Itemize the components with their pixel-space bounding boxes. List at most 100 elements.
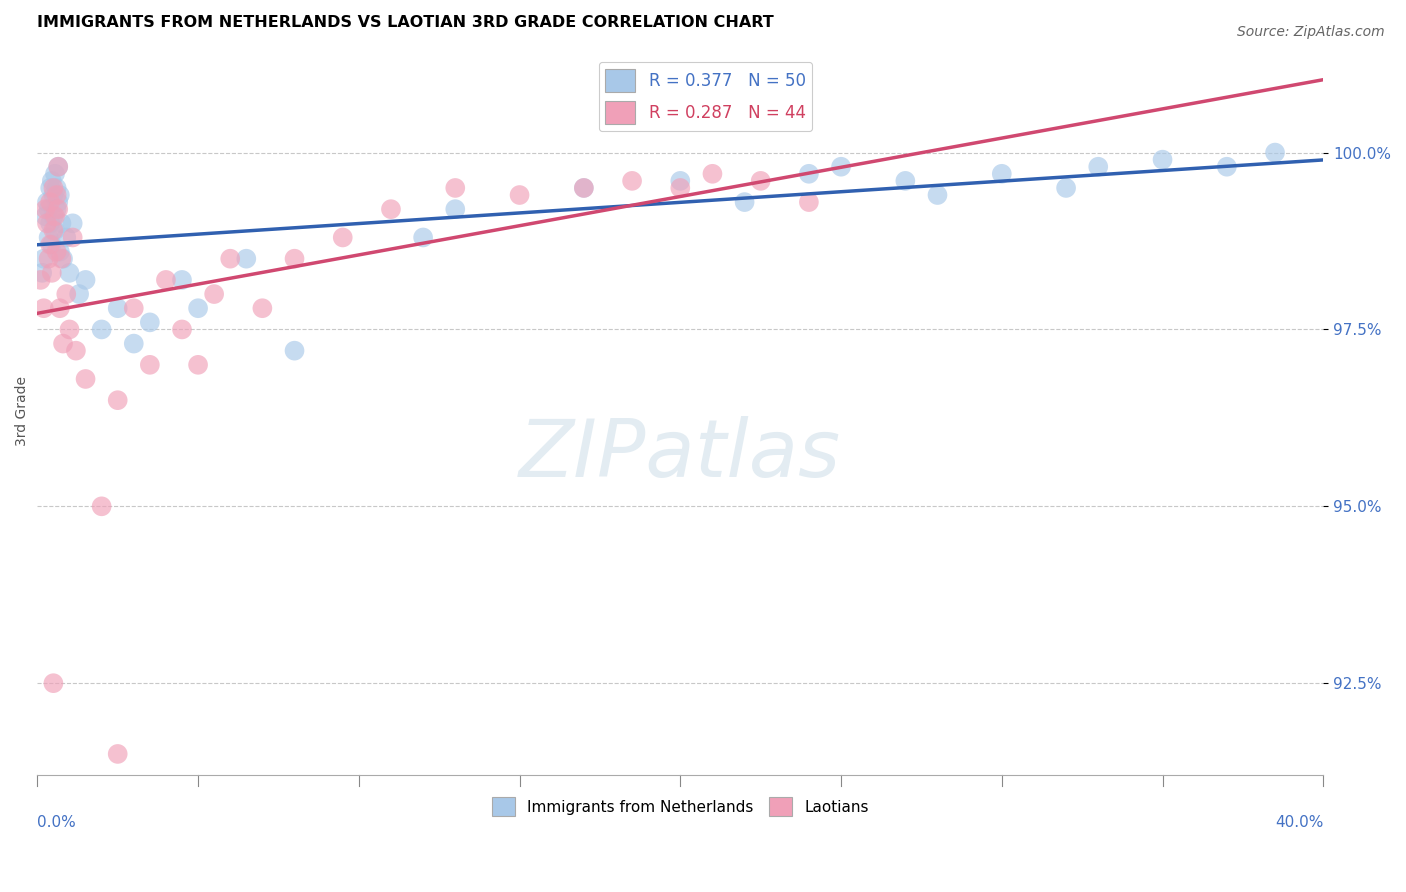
Text: 0.0%: 0.0% (38, 815, 76, 830)
Point (51, 252, 73, 266)
Point (52, 336, 75, 351)
Point (332, 230, 354, 244)
Point (621, 174, 644, 188)
Point (669, 181, 692, 195)
Point (41, 237, 63, 252)
Point (107, 393, 129, 408)
Text: 40.0%: 40.0% (1275, 815, 1323, 830)
Point (202, 287, 225, 301)
Point (46, 160, 69, 174)
Point (830, 160, 852, 174)
Point (65, 343, 87, 358)
Point (380, 202, 402, 216)
Point (35, 195, 58, 210)
Point (31, 266, 53, 280)
Point (46, 202, 69, 216)
Point (38, 202, 60, 216)
Point (283, 252, 305, 266)
Point (42, 188, 65, 202)
Point (187, 358, 209, 372)
Point (38, 230, 60, 244)
Text: ZIPatlas: ZIPatlas (519, 416, 841, 493)
Point (58, 266, 80, 280)
Point (41, 174, 63, 188)
Point (30, 273, 52, 287)
Point (62, 230, 84, 244)
Point (155, 273, 177, 287)
Point (90, 322, 112, 336)
Point (797, 195, 820, 210)
Point (35, 216, 58, 230)
Point (122, 301, 145, 316)
Point (1264, 145, 1286, 160)
Point (1054, 181, 1077, 195)
Point (49, 301, 72, 316)
Point (734, 195, 756, 210)
Point (46, 160, 69, 174)
Point (412, 230, 434, 244)
Point (41, 266, 63, 280)
Point (42, 181, 65, 195)
Point (283, 343, 305, 358)
Point (39, 181, 62, 195)
Point (702, 167, 724, 181)
Point (42, 676, 65, 690)
Legend: Immigrants from Netherlands, Laotians: Immigrants from Netherlands, Laotians (486, 791, 875, 822)
Point (39, 195, 62, 210)
Point (34, 209, 56, 223)
Point (32, 301, 55, 316)
Point (45, 244, 67, 259)
Point (444, 202, 467, 216)
Point (669, 174, 692, 188)
Point (49, 188, 72, 202)
Point (62, 216, 84, 230)
Point (107, 301, 129, 316)
Point (75, 273, 97, 287)
Point (797, 167, 820, 181)
Point (894, 174, 917, 188)
Point (38, 252, 60, 266)
Point (32, 252, 55, 266)
Point (572, 181, 595, 195)
Point (235, 252, 257, 266)
Point (44, 223, 66, 237)
Point (45, 188, 67, 202)
Point (170, 273, 193, 287)
Y-axis label: 3rd Grade: 3rd Grade (15, 376, 30, 446)
Point (39, 216, 62, 230)
Point (51, 216, 73, 230)
Point (34, 202, 56, 216)
Point (44, 209, 66, 223)
Point (45, 181, 67, 195)
Point (39, 237, 62, 252)
Text: IMMIGRANTS FROM NETHERLANDS VS LAOTIAN 3RD GRADE CORRELATION CHART: IMMIGRANTS FROM NETHERLANDS VS LAOTIAN 3… (38, 15, 775, 30)
Point (219, 252, 242, 266)
Point (52, 252, 75, 266)
Point (75, 372, 97, 386)
Point (139, 315, 162, 329)
Point (444, 181, 467, 195)
Point (139, 358, 162, 372)
Point (58, 322, 80, 336)
Point (1216, 160, 1239, 174)
Text: Source: ZipAtlas.com: Source: ZipAtlas.com (1237, 25, 1385, 39)
Point (49, 244, 72, 259)
Point (187, 301, 209, 316)
Point (90, 500, 112, 514)
Point (44, 167, 66, 181)
Point (572, 181, 595, 195)
Point (55, 287, 77, 301)
Point (107, 747, 129, 761)
Point (509, 188, 531, 202)
Point (55, 230, 77, 244)
Point (122, 336, 145, 351)
Point (42, 209, 65, 223)
Point (67, 287, 90, 301)
Point (1152, 153, 1174, 167)
Point (1087, 160, 1109, 174)
Point (252, 301, 274, 316)
Point (749, 174, 772, 188)
Point (991, 167, 1014, 181)
Point (170, 322, 193, 336)
Point (42, 223, 65, 237)
